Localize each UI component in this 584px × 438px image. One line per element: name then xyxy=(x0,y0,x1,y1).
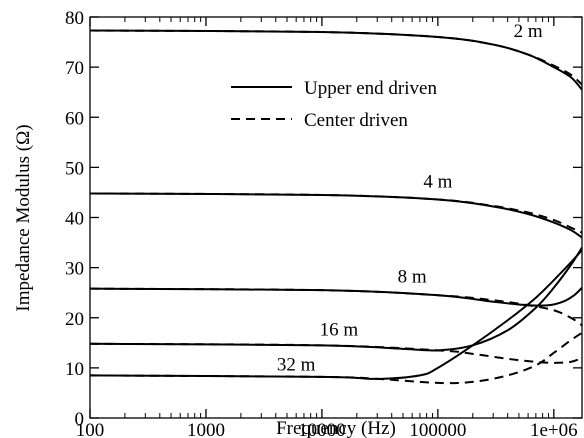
y-tick-label: 80 xyxy=(65,8,84,29)
x-axis-label: Frequency (Hz) xyxy=(276,418,396,438)
curve-label-16-m: 16 m xyxy=(320,319,359,340)
curve-label-2-m: 2 m xyxy=(514,21,543,42)
curve-label-4-m: 4 m xyxy=(423,171,452,192)
y-tick-label: 10 xyxy=(65,359,84,380)
y-axis-label: Impedance Modulus (Ω) xyxy=(13,124,34,311)
y-tick-label: 70 xyxy=(65,58,84,79)
plot-lines xyxy=(89,29,583,385)
series-line-32-m-center-driven xyxy=(89,331,583,385)
y-tick-label: 20 xyxy=(65,309,84,330)
series-line-4-m-upper-end-driven xyxy=(89,192,583,239)
series-line-4-m-center-driven xyxy=(89,192,583,234)
curve-label-32-m: 32 m xyxy=(277,354,316,375)
x-tick-label: 100 xyxy=(76,420,105,438)
series-line-16-m-center-driven xyxy=(89,342,583,364)
x-tick-label: 1e+06 xyxy=(530,420,578,438)
curve-label-8-m: 8 m xyxy=(398,267,427,288)
y-tick-label: 40 xyxy=(65,209,84,230)
curve-labels: 2 m 4 m 8 m 16 m32 m xyxy=(277,21,543,375)
y-tick-label: 60 xyxy=(65,108,84,129)
series-line-8-m-upper-end-driven xyxy=(89,286,583,307)
x-tick-label: 1000 xyxy=(187,420,225,438)
y-tick-label: 0 xyxy=(75,409,85,430)
y-tick-label: 30 xyxy=(65,259,84,280)
series-line-32-m-upper-end-driven xyxy=(89,249,583,380)
axis-ticks: 0 10 20 30 40 50 60 70 80 100 1000 10000 100000 1e+06 xyxy=(65,8,582,438)
series-line-8-m-center-driven xyxy=(89,287,583,327)
legend-label-center-driven: Center driven xyxy=(304,110,408,131)
x-tick-label: 10000 xyxy=(298,420,346,438)
y-tick-label: 50 xyxy=(65,158,84,179)
legend-label-upper-end-driven: Upper end driven xyxy=(304,78,437,99)
legend: Upper end driven Center driven xyxy=(231,78,437,131)
x-tick-label: 100000 xyxy=(409,420,466,438)
series-line-2-m-center-driven xyxy=(89,29,583,86)
